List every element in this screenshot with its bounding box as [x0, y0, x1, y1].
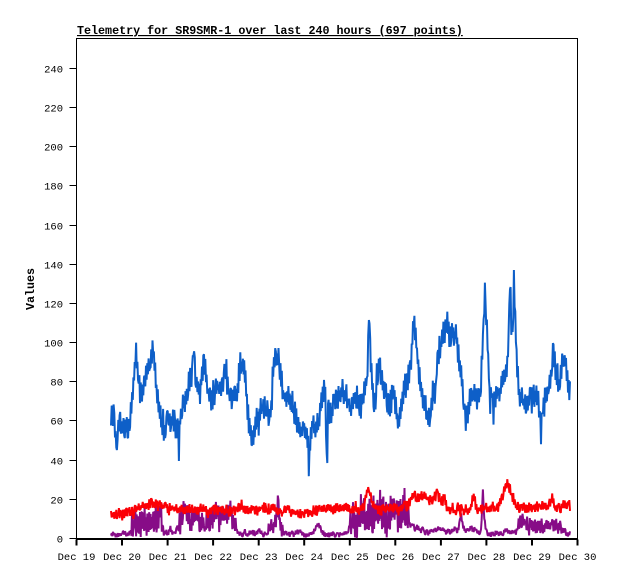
svg-text:180: 180	[44, 182, 63, 194]
svg-text:20: 20	[50, 496, 63, 508]
svg-text:Dec 25: Dec 25	[331, 552, 369, 564]
svg-text:60: 60	[50, 417, 63, 429]
svg-text:100: 100	[44, 339, 63, 351]
svg-text:Dec 22: Dec 22	[194, 552, 232, 564]
svg-text:Dec 29: Dec 29	[513, 552, 551, 564]
svg-text:Dec 28: Dec 28	[467, 552, 505, 564]
svg-text:0: 0	[57, 535, 63, 547]
svg-text:Dec 20: Dec 20	[103, 552, 141, 564]
svg-text:120: 120	[44, 300, 63, 312]
svg-text:Telemetry for SR9SMR-1 over la: Telemetry for SR9SMR-1 over last 240 hou…	[77, 24, 463, 38]
svg-text:200: 200	[44, 143, 63, 155]
svg-text:Dec 27: Dec 27	[422, 552, 460, 564]
svg-text:240: 240	[44, 65, 63, 77]
svg-text:40: 40	[50, 457, 63, 469]
svg-text:220: 220	[44, 104, 63, 116]
svg-text:Values: Values	[24, 268, 38, 310]
svg-text:Dec 23: Dec 23	[240, 552, 278, 564]
svg-text:140: 140	[44, 261, 63, 273]
svg-text:Dec 21: Dec 21	[149, 552, 187, 564]
svg-text:80: 80	[50, 378, 63, 390]
svg-text:Dec 19: Dec 19	[58, 552, 96, 564]
svg-text:160: 160	[44, 222, 63, 234]
svg-text:Dec 24: Dec 24	[285, 552, 323, 564]
svg-text:Dec 30: Dec 30	[559, 552, 597, 564]
svg-text:Dec 26: Dec 26	[376, 552, 414, 564]
